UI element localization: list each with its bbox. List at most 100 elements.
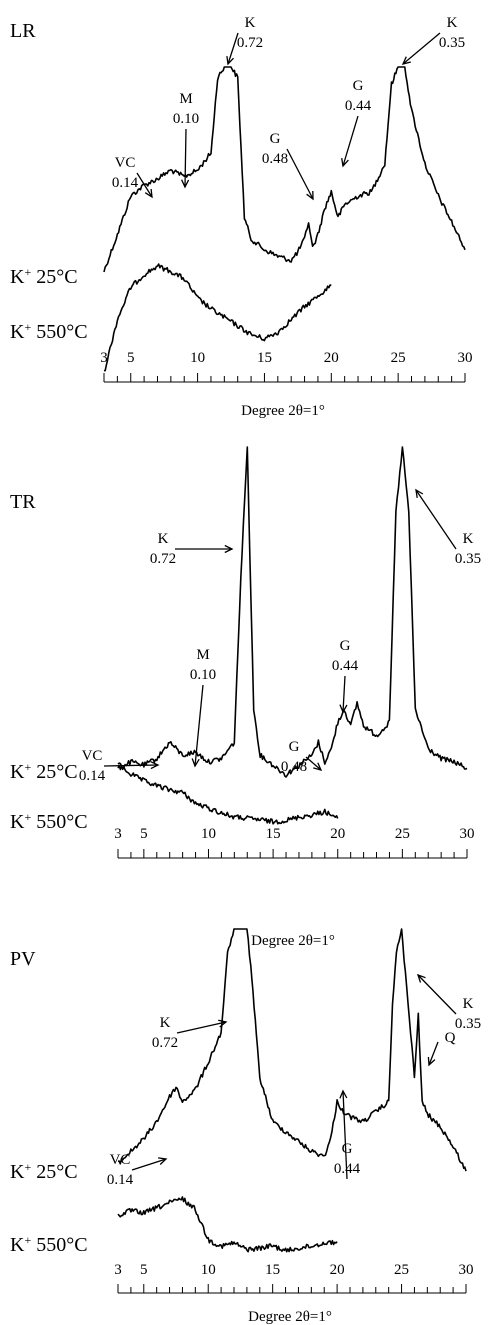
annotation-arrow (342, 1090, 348, 1180)
x-axis-tr: 3 5 10 15 20 25 30 (114, 826, 475, 859)
x-axis-lr: 3 5 10 15 20 25 30 (100, 350, 473, 383)
annotation-d-spacing: 0.44 (345, 98, 372, 114)
annotation-d-spacing: 0.72 (150, 551, 176, 567)
peak-annotation: G0.48 (281, 739, 323, 775)
annotation-arrow (417, 974, 457, 1015)
annotation-mineral: K (245, 15, 256, 31)
x-tick-label: 3 (100, 350, 108, 366)
peak-annotation: VC 0.14 (112, 155, 153, 199)
peak-annotation: M 0.10 (190, 647, 216, 768)
x-axis-label-pv: Degree 2θ=1° (248, 1309, 332, 1325)
peak-annotation: VC 0.14 (79, 748, 160, 784)
x-tick-label: 30 (459, 1262, 474, 1278)
annotation-mineral: M (196, 647, 209, 663)
series-label-tr-550: K+ 550°C (10, 810, 88, 833)
x-tick-label: 5 (140, 1262, 148, 1278)
x-tick-label: 10 (201, 826, 216, 842)
annotation-d-spacing: 0.10 (190, 667, 216, 683)
annotation-mineral: K (158, 531, 169, 547)
peak-annotation: K 0.72 (150, 531, 234, 567)
trace-tr-550c (117, 762, 339, 825)
annotation-d-spacing: 0.35 (455, 1016, 481, 1032)
panel-title-pv: PV (10, 948, 36, 970)
trace-pv-25c (117, 928, 467, 1172)
annotation-arrowhead (313, 762, 323, 771)
annotation-arrowhead (144, 188, 153, 199)
annotation-arrowhead (191, 758, 200, 768)
annotation-arrowhead (226, 56, 234, 66)
annotation-d-spacing: 0.10 (173, 111, 199, 127)
panel-title-tr: TR (10, 491, 36, 513)
series-label-pv-550: K+ 550°C (10, 1233, 88, 1256)
annotation-d-spacing: 0.14 (112, 175, 139, 191)
annotation-arrowhead (427, 1056, 436, 1067)
peak-annotation: G 0.44 (341, 78, 372, 168)
annotation-arrowhead (306, 190, 314, 201)
annotation-mineral: G (342, 1141, 353, 1157)
annotation-arrow (305, 756, 322, 771)
annotation-arrow (402, 32, 441, 65)
x-axis-label-lr: Degree 2θ=1° (241, 403, 325, 419)
annotation-mineral: G (353, 78, 364, 94)
annotation-d-spacing: 0.35 (439, 35, 465, 51)
x-axis-label-tr: Degree 2θ=1° (251, 933, 335, 949)
x-tick-label: 15 (265, 1262, 280, 1278)
series-label-lr-25: K+ 25°C (10, 265, 78, 288)
annotation-d-spacing: 0.44 (332, 658, 359, 674)
x-tick-label: 25 (395, 826, 410, 842)
peak-annotation: G 0.44 (334, 1089, 361, 1180)
x-tick-label: 25 (394, 1262, 409, 1278)
annotation-d-spacing: 0.44 (334, 1161, 361, 1177)
annotation-mineral: K (447, 15, 458, 31)
annotation-mineral: VC (82, 748, 103, 764)
panel-title-lr: LR (10, 20, 36, 42)
annotation-arrowhead (150, 761, 160, 770)
annotation-mineral: M (179, 91, 192, 107)
annotation-arrow (103, 764, 159, 767)
peak-annotation: VC 0.14 (107, 1152, 168, 1188)
x-tick-label: 3 (114, 826, 122, 842)
x-tick-label: 15 (257, 350, 272, 366)
annotation-d-spacing: 0.14 (107, 1172, 134, 1188)
annotation-d-spacing: 0.72 (237, 35, 263, 51)
annotation-mineral: K (160, 1015, 171, 1031)
annotation-arrowhead (158, 1157, 168, 1165)
annotation-d-spacing: 0.72 (152, 1035, 178, 1051)
peak-annotation: K 0.35 (401, 15, 465, 65)
panel-lr: LR K+ 25°C K+ 550°C VC 0.14 M 0.10 K 0.72 G 0.4… (10, 15, 473, 419)
annotation-arrow (428, 1041, 439, 1066)
annotation-mineral: G (289, 739, 300, 755)
x-tick-label: 30 (460, 826, 475, 842)
x-tick-label: 10 (201, 1262, 216, 1278)
peak-annotation: K 0.35 (415, 488, 481, 567)
annotation-arrow (227, 32, 239, 65)
panel-pv: PV K+ 25°C K+ 550°C VC 0.14 K 0.72 G 0.44 K 0.3… (10, 928, 481, 1325)
annotation-mineral: K (463, 531, 474, 547)
panel-tr: TR K+ 25°C K+ 550°C VC0.14M0.10K0.72G0.4… (10, 446, 481, 949)
x-tick-label: 5 (140, 826, 148, 842)
annotation-d-spacing: 0.35 (455, 551, 481, 567)
annotation-arrow (286, 148, 314, 200)
annotation-arrowhead (339, 1089, 348, 1099)
peak-annotation: M 0.10 (173, 91, 199, 189)
annotation-arrow (176, 1021, 227, 1034)
annotation-d-spacing: 0.14 (79, 768, 106, 784)
series-label-pv-25: K+ 25°C (10, 1160, 78, 1183)
annotation-arrow (342, 115, 359, 167)
x-tick-label: 25 (391, 350, 406, 366)
x-axis-pv: 3 5 10 15 20 25 30 (114, 1262, 474, 1294)
annotation-mineral: K (463, 996, 474, 1012)
x-tick-label: 20 (324, 350, 339, 366)
annotation-arrow (342, 675, 346, 713)
x-tick-label: 3 (114, 1262, 122, 1278)
trace-lr-550c (103, 263, 332, 372)
annotations-lr: VC 0.14 M 0.10 K 0.72 G 0.48 G 0.44 K 0.35 (112, 15, 465, 201)
annotation-arrowhead (416, 973, 426, 983)
annotation-arrowhead (415, 488, 424, 498)
peak-annotation: K 0.72 (226, 15, 263, 66)
annotation-arrow (194, 684, 204, 767)
annotation-mineral: G (270, 131, 281, 147)
annotation-mineral: Q (445, 1030, 456, 1046)
annotation-arrow (184, 128, 187, 188)
